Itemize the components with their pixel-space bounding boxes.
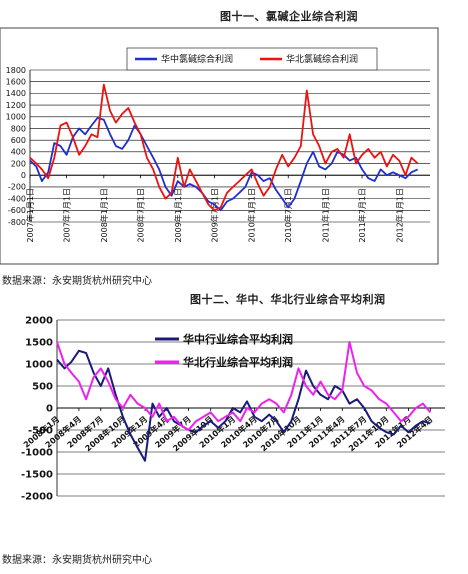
y-tick-label: 600 (11, 136, 26, 145)
y-tick-label: 0 (21, 171, 26, 180)
chart-1: -800 -600 -400 -200 0 200 400 600 800 1000 1200 140… (0, 27, 439, 265)
y-tick-label: 1400 (6, 89, 26, 98)
x-tick-label: 2009年1月1日 (173, 188, 183, 243)
legend-label: 华北氯碱综合利润 (286, 53, 358, 65)
chart-frame (0, 27, 439, 265)
y-tick-label: 1200 (6, 101, 26, 110)
legend-label: 华北行业综合平均利润 (183, 355, 293, 369)
data-source-note: 数据来源：永安期货杭州研究中心 (2, 555, 152, 566)
legend-box (126, 47, 378, 71)
series-line-2 (56, 341, 432, 431)
y-tick-label: 800 (11, 124, 26, 133)
data-source-note: 数据来源：永安期货杭州研究中心 (2, 276, 152, 287)
y-tick-label: 1000 (25, 360, 53, 371)
x-tick-label: 2012年1月1日 (394, 188, 404, 243)
y-tick-label: -2000 (21, 492, 53, 503)
figure-title: 图十一、氯碱企业综合利润 (220, 10, 358, 23)
x-tick-label: 2008年7月1日 (136, 188, 146, 243)
y-tick-label: -400 (8, 194, 26, 203)
legend-label: 华中氯碱综合利润 (161, 53, 233, 65)
legend-label: 华中行业综合平均利润 (183, 332, 293, 346)
x-tick-label: 2010年1月1日 (247, 188, 257, 243)
y-tick-label: -800 (8, 218, 26, 227)
x-tick-label: 2008年1月1日 (99, 188, 109, 243)
series-line-1 (29, 117, 419, 212)
x-tick-label: 2007年7月1日 (62, 188, 72, 243)
figure-title: 图十二、华中、华北行业综合平均利润 (190, 293, 386, 306)
y-tick-label: 200 (11, 159, 26, 168)
x-tick-label: 2007年1月1日 (25, 188, 35, 243)
x-tick-label: 2011年1月1日 (320, 188, 330, 243)
x-tick-label: 2011年7月1日 (357, 188, 367, 243)
y-tick-label: 500 (32, 382, 53, 393)
y-tick-label: 400 (11, 148, 26, 157)
chart-2: -2000-1500-1000-50005001000150020002008年… (21, 316, 445, 503)
y-tick-label: -1000 (21, 448, 53, 459)
series-line-1 (56, 349, 431, 462)
x-tick-label: 2010年7月1日 (283, 188, 293, 243)
y-tick-label: 2000 (25, 316, 53, 327)
y-tick-label: 1600 (6, 77, 26, 86)
y-tick-label: 1000 (6, 113, 26, 122)
y-tick-label: -200 (8, 183, 26, 192)
y-tick-label: 1800 (6, 66, 26, 75)
y-tick-label: 1500 (25, 338, 53, 349)
y-tick-label: 0 (46, 404, 53, 415)
x-tick-label: 2009年7月1日 (209, 188, 219, 243)
y-tick-label: -600 (8, 206, 26, 215)
series-line-2 (29, 83, 419, 212)
y-tick-label: -500 (28, 426, 53, 437)
y-tick-label: -1500 (21, 470, 53, 481)
